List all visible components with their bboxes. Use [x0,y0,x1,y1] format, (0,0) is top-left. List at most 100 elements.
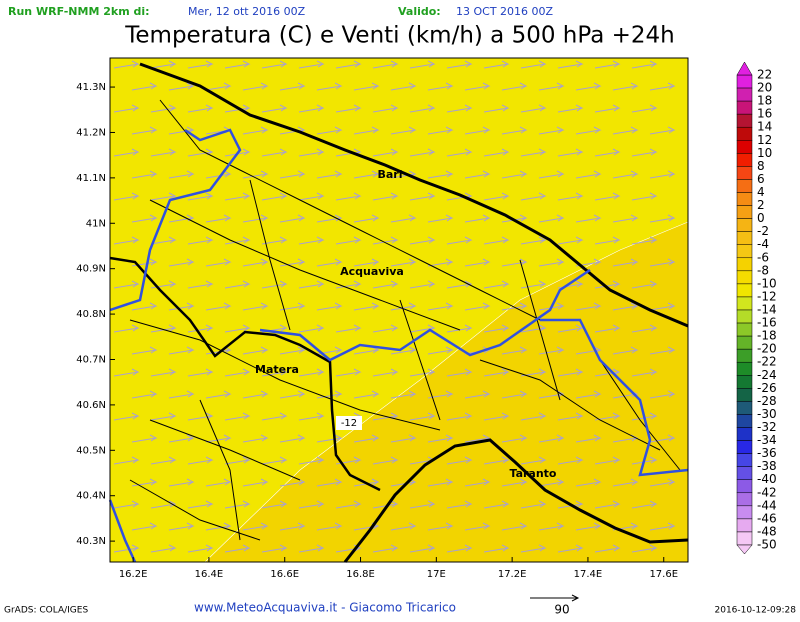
colorbar-label: 10 [757,146,772,160]
wind-barb [224,393,231,398]
wind-barb [668,173,675,178]
wind-barb [132,151,139,156]
wind-barb [206,503,213,508]
wind-barb [150,437,157,442]
colorbar-box [736,87,753,102]
wind-barb [520,85,527,90]
wind-barb [243,327,250,332]
wind-barb [557,217,564,222]
wind-barb [483,349,490,354]
wind-barb [446,437,453,442]
valid-label: Valido: [398,5,441,18]
wind-barb [206,371,213,376]
wind-barb [576,503,583,508]
colorbar-box [736,427,753,441]
wind-barb [372,129,379,134]
run-label: Run WRF-NMM 2km di: [8,5,150,18]
y-tick-label: 41.3N [76,82,106,93]
wind-barb [132,195,139,200]
wind-barb [224,305,231,310]
colorbar-box [736,74,753,89]
colorbar-box [736,100,753,115]
wind-barb [483,481,490,486]
colorbar-box [736,322,753,337]
vector-ref-head [571,594,580,602]
wind-barb [650,239,657,244]
wind-barb [409,437,416,442]
wind-barb [613,195,620,200]
wind-barb [502,327,509,332]
wind-barb [557,437,564,442]
wind-barb [520,525,527,530]
wind-barb [243,547,250,552]
wind-barb [428,151,435,156]
wind-barb [502,151,509,156]
wind-barb [650,283,657,288]
wind-barb [613,151,620,156]
wind-barb [409,305,416,310]
wind-arrow [224,60,251,69]
colorbar-box [736,518,753,533]
wind-barb [372,437,379,442]
colorbar-box [736,348,753,363]
wind-barb [354,327,361,332]
colorbar-label: -2 [757,224,769,238]
wind-arrow [261,60,288,69]
wind-barb [280,283,287,288]
wind-barb [187,393,194,398]
river [109,128,242,312]
wind-barb [298,305,305,310]
wind-barb [243,151,250,156]
wind-barb [169,107,176,112]
wind-barb [465,371,472,376]
wind-barb [206,283,213,288]
wind-barb [280,195,287,200]
colorbar-label: 12 [757,133,772,147]
wind-barb [335,393,342,398]
run-date: Mer, 12 ott 2016 00Z [188,5,306,18]
wind-barb [650,503,657,508]
colorbar-label: -6 [757,250,769,264]
wind-barb [483,393,490,398]
wind-barb [132,415,139,420]
colorbar-box [736,126,753,141]
wind-barb [631,481,638,486]
wind-barb [520,349,527,354]
wind-barb [187,349,194,354]
wind-barb [557,261,564,266]
wind-barb [520,261,527,266]
wind-barb [132,107,139,112]
wind-barb [539,283,546,288]
wind-barb [391,195,398,200]
wind-barb [631,217,638,222]
wind-barb [465,503,472,508]
wind-barb [428,371,435,376]
wind-barb [668,437,675,442]
colorbar-label: -14 [757,303,777,317]
colorbar-label: -40 [757,472,777,486]
colorbar-label: -48 [757,524,777,538]
colorbar-box [736,205,753,219]
wind-barb [428,415,435,420]
wind-barb [446,393,453,398]
wind-arrow [372,60,399,69]
wind-barb [502,195,509,200]
wind-barb [335,437,342,442]
wind-barb [594,437,601,442]
wind-barb [150,305,157,310]
wind-barb [428,107,435,112]
wind-barb [409,481,416,486]
wind-barb [372,481,379,486]
y-tick-label: 40.4N [76,491,106,502]
colorbar-box [736,218,753,232]
wind-barb [335,129,342,134]
wind-barb [391,63,398,68]
colorbar-label: -26 [757,381,777,395]
wind-barb [483,85,490,90]
wind-barb [317,283,324,288]
wind-barb [650,459,657,464]
colorbar-box [736,113,753,128]
wind-barb [520,217,527,222]
y-tick-label: 40.9N [76,264,106,275]
wind-barb [391,239,398,244]
